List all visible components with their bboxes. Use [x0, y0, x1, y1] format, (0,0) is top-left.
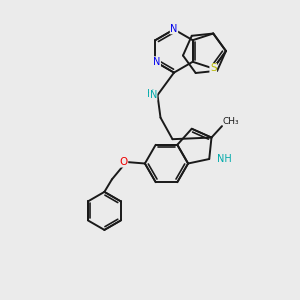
Text: CH₃: CH₃ — [223, 116, 239, 125]
Text: N: N — [149, 90, 157, 100]
Text: O: O — [119, 157, 128, 167]
Text: S: S — [210, 64, 217, 74]
Text: NH: NH — [217, 154, 232, 164]
Text: N: N — [153, 57, 160, 67]
Text: N: N — [170, 24, 178, 34]
Text: H: H — [147, 89, 155, 99]
